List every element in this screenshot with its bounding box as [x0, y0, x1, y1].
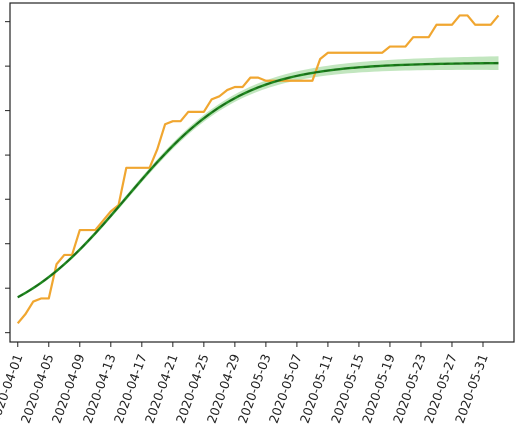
x-ticks: 2020-04-012020-04-052020-04-092020-04-13…: [0, 342, 491, 425]
plot-axes: [9, 2, 515, 343]
fitted-curve-line: [17, 61, 499, 299]
plot-frame: [9, 2, 515, 343]
confidence-band: [17, 56, 499, 299]
series-layer: [16, 14, 500, 325]
fitted-curve-dashed: [17, 62, 499, 298]
y-ticks: [5, 21, 10, 334]
x-tick-label: 2020-05-31: [452, 352, 491, 425]
